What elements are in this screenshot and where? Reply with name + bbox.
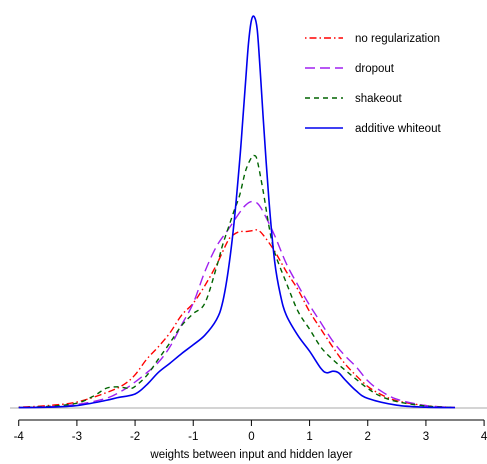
plot-area xyxy=(10,15,487,409)
series-line-no-regularization xyxy=(18,229,456,409)
legend: no regularization dropout shakeout additive… xyxy=(305,33,441,135)
x-axis-title: weights between input and hidden layer xyxy=(149,449,352,461)
x-tick-label: 2 xyxy=(365,431,371,443)
legend-label: shakeout xyxy=(355,93,402,105)
legend-label: additive whiteout xyxy=(355,123,441,135)
legend-label: dropout xyxy=(355,63,395,75)
x-tick-label: 0 xyxy=(248,431,254,443)
x-tick-label: 1 xyxy=(306,431,312,443)
x-tick-label: 3 xyxy=(423,431,429,443)
series-line-shakeout xyxy=(18,154,456,409)
series-line-additive-whiteout xyxy=(18,15,456,409)
x-tick-label: -3 xyxy=(72,431,82,443)
series-line-dropout xyxy=(18,200,456,409)
legend-label: no regularization xyxy=(355,33,440,45)
x-axis: -4 -3 -2 -1 0 1 2 3 4 xyxy=(14,419,487,443)
x-tick-label: -1 xyxy=(188,431,198,443)
x-tick-label: -4 xyxy=(14,431,25,443)
x-tick-label: -2 xyxy=(130,431,140,443)
x-tick-label: 4 xyxy=(481,431,487,443)
